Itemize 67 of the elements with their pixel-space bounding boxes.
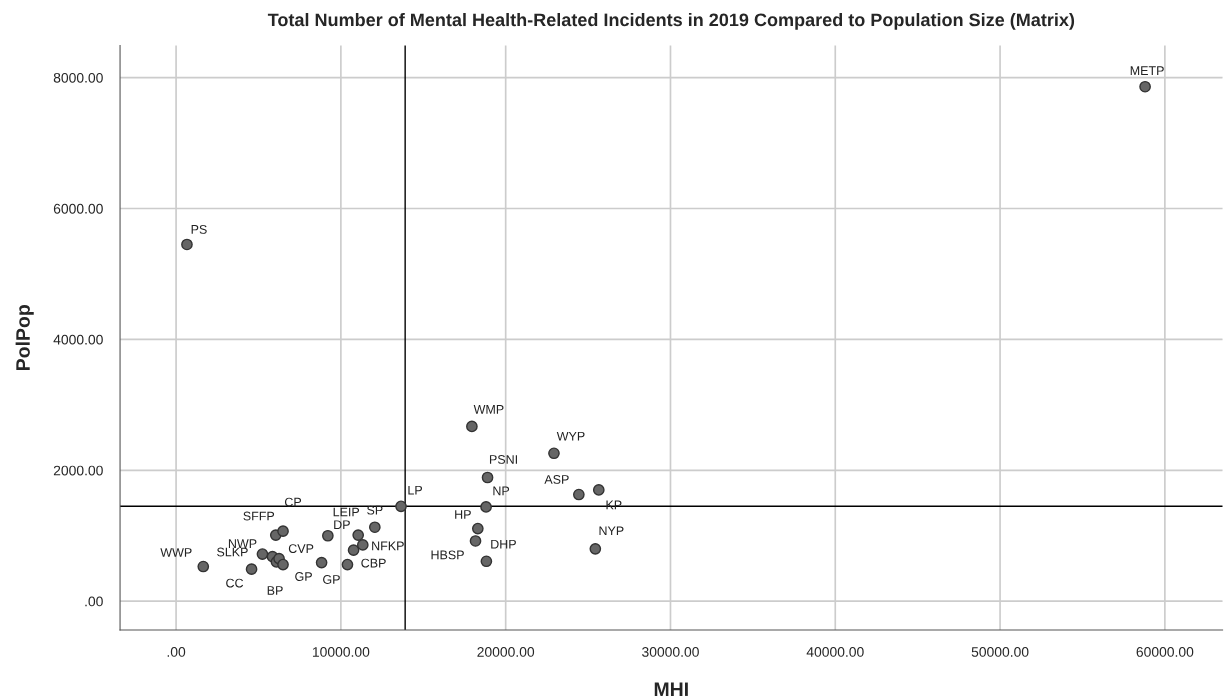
point [368,521,381,534]
point [245,563,258,575]
point [315,556,328,569]
point [469,535,482,547]
y-tick-label: 4000.00 [53,334,103,345]
x-tick-label: 20000.00 [477,647,535,657]
annotation: SFFP [243,511,275,521]
x-tick-label: 50000.00 [971,647,1029,657]
annotation: NWP [228,539,257,548]
x-axis-title: MHI [654,682,688,696]
point [347,544,360,556]
annotation: NYP [599,526,624,536]
annotation: HBSP [431,550,464,560]
point [480,501,492,513]
annotation: PSNI [489,455,517,464]
annotation: WMP [473,405,504,414]
annotation: CBP [361,558,386,568]
annotation: SP [367,505,383,515]
point [352,529,365,541]
y-tick-label: 2000.00 [53,465,103,476]
annotation: GP [323,575,340,584]
point [197,560,210,573]
point [481,471,494,484]
point [322,529,334,542]
point [181,238,193,251]
point [466,420,478,433]
point [592,484,605,496]
annotation: HP [455,510,471,519]
point [341,558,354,571]
y-tick-label: .00 [85,596,103,607]
x-tick-label: .00 [167,647,186,657]
point [1139,80,1151,93]
point [471,522,484,535]
annotation: PS [191,224,207,234]
annotation: METP [1130,66,1164,75]
point [277,558,289,571]
annotation: NFKP [372,541,404,551]
chart-title: Total Number of Mental Health-Related Incidents in 2019 Compared to Population Size (Matrix) [267,12,1075,30]
point [356,539,369,551]
annotation: WYP [556,431,585,441]
point [395,500,407,513]
x-tick-label: 40000.00 [806,647,864,657]
point [277,525,289,538]
point [480,555,493,568]
point [589,542,602,555]
point [548,447,560,460]
annotation: SLKP [217,547,248,557]
annotation: NP [493,486,510,496]
annotation: ASP [544,475,569,484]
y-tick-label: 8000.00 [53,72,103,83]
annotation: GP [295,572,312,581]
y-tick-label: 6000.00 [53,203,103,214]
x-tick-label: 30000.00 [642,647,699,657]
annotation: LEIP [333,507,360,517]
point [256,548,269,560]
annotation: CVP [288,544,314,554]
annotation: DP [334,520,350,529]
x-tick-label: 60000.00 [1136,647,1194,657]
x-tick-label: 10000.00 [312,647,370,657]
annotation: WWP [160,548,192,557]
point [573,488,585,501]
annotation: CC [226,578,244,588]
annotation: CP [284,497,302,507]
y-axis-title: PolPop [15,305,34,370]
annotation: BP [267,586,283,595]
annotation: DHP [491,539,516,549]
annotation: LP [408,485,423,495]
